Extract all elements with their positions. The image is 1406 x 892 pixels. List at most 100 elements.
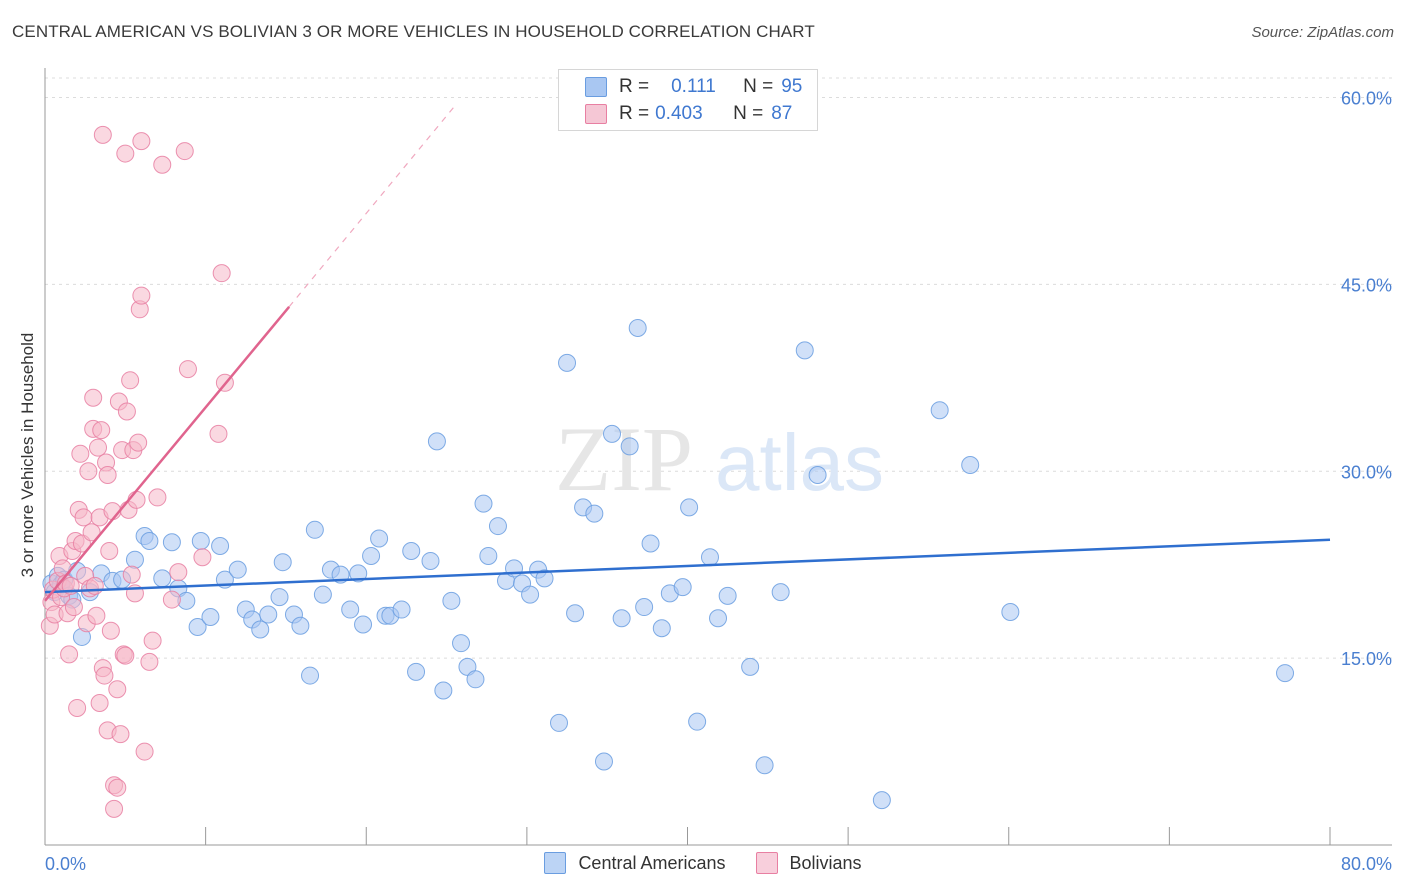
- point-central-american: [961, 456, 980, 475]
- point-bolivian: [143, 631, 162, 650]
- trend-layer: [44, 105, 1331, 602]
- y-tick-label: 60.0%: [1341, 89, 1392, 109]
- stats-legend: R = 0.111 N = 95 R = 0.403 N = 87: [558, 69, 818, 131]
- point-central-american: [628, 318, 647, 337]
- point-central-american: [688, 712, 707, 731]
- point-bolivian: [89, 438, 108, 457]
- point-central-american: [402, 541, 421, 560]
- point-central-american: [474, 494, 493, 513]
- point-central-american: [434, 681, 453, 700]
- point-central-american: [521, 585, 540, 604]
- point-central-american: [140, 532, 159, 551]
- point-bolivian: [87, 606, 106, 625]
- n-value: 87: [771, 103, 793, 124]
- point-central-american: [228, 560, 247, 579]
- point-bolivian: [64, 598, 83, 617]
- point-central-american: [872, 791, 891, 810]
- point-central-american: [755, 756, 774, 775]
- point-central-american: [566, 604, 585, 623]
- trendline-central-americans: [44, 538, 1331, 594]
- point-central-american: [594, 752, 613, 771]
- y-tick-label: 15.0%: [1341, 649, 1392, 669]
- point-bolivian: [169, 563, 188, 582]
- point-central-american: [362, 546, 381, 565]
- point-central-american: [392, 600, 411, 619]
- legend-label-bolivians: Bolivians: [789, 852, 862, 873]
- n-label: N =: [743, 76, 774, 97]
- point-central-american: [466, 670, 485, 689]
- point-central-american: [291, 616, 310, 635]
- point-central-american: [680, 498, 699, 517]
- r-label: R =: [619, 103, 650, 124]
- series-legend: Central Americans Bolivians: [0, 852, 1406, 874]
- trendline-bolivians-extension: [288, 105, 456, 308]
- legend-swatch-bolivians: [755, 852, 778, 874]
- point-central-american: [188, 617, 207, 636]
- r-value: 0.111: [671, 76, 716, 97]
- point-bolivian: [117, 402, 136, 421]
- point-central-american: [349, 564, 368, 583]
- legend-swatch-central-americans: [544, 852, 567, 874]
- point-central-american: [612, 609, 631, 628]
- point-bolivian: [153, 155, 172, 174]
- point-bolivian: [85, 576, 104, 595]
- point-bolivian: [140, 652, 159, 671]
- n-value: 95: [781, 76, 803, 97]
- point-central-american: [305, 520, 324, 539]
- point-bolivian: [148, 488, 167, 507]
- point-central-american: [153, 569, 172, 588]
- point-bolivian: [82, 523, 101, 542]
- stats-row-bolivians: R = 0.403 N = 87: [585, 102, 792, 126]
- point-bolivian: [193, 548, 212, 567]
- point-bolivian: [116, 646, 135, 665]
- point-bolivian: [53, 559, 72, 578]
- point-central-american: [452, 634, 471, 653]
- point-central-american: [442, 591, 461, 610]
- point-bolivian: [129, 433, 148, 452]
- point-bolivian: [74, 508, 93, 527]
- point-bolivian: [93, 125, 112, 144]
- point-bolivian: [116, 144, 135, 163]
- point-bolivian: [135, 742, 154, 761]
- point-bolivian: [90, 693, 109, 712]
- point-bolivian: [108, 778, 127, 797]
- point-central-american: [771, 583, 790, 602]
- point-central-american: [479, 546, 498, 565]
- point-bolivian: [108, 680, 127, 699]
- point-bolivian: [84, 388, 103, 407]
- point-central-american: [550, 713, 568, 732]
- point-bolivian: [101, 621, 120, 640]
- stats-row-central-americans: R = 0.111 N = 95: [585, 75, 802, 99]
- y-tick-label: 45.0%: [1341, 275, 1392, 295]
- point-central-american: [1276, 664, 1295, 683]
- point-central-american: [603, 424, 622, 443]
- point-bolivian: [212, 264, 231, 283]
- r-value: 0.403: [655, 103, 703, 124]
- point-bolivian: [71, 444, 90, 463]
- chart-title: CENTRAL AMERICAN VS BOLIVIAN 3 OR MORE V…: [12, 22, 815, 41]
- point-bolivian: [127, 490, 146, 509]
- watermark-atlas: atlas: [715, 418, 884, 507]
- point-central-american: [930, 401, 949, 420]
- x-tick-label-end: 80.0%: [1341, 854, 1392, 874]
- grid-layer: [45, 77, 1392, 659]
- point-central-american: [709, 609, 728, 628]
- point-central-american: [795, 341, 814, 360]
- point-bolivian: [178, 360, 197, 379]
- legend-item-bolivians[interactable]: Bolivians: [755, 852, 862, 874]
- point-central-american: [558, 353, 577, 372]
- point-central-american: [273, 553, 292, 572]
- r-label: R =: [619, 76, 650, 97]
- point-central-american: [211, 537, 230, 555]
- point-bolivian: [111, 725, 130, 744]
- point-bolivian: [175, 142, 194, 161]
- legend-item-central-americans[interactable]: Central Americans: [544, 852, 726, 874]
- tick-labels: 15.0% 30.0% 45.0% 60.0% 0.0% 80.0%: [45, 89, 1392, 875]
- point-central-american: [741, 657, 760, 676]
- point-bolivian: [121, 371, 140, 390]
- point-bolivian: [98, 465, 117, 484]
- y-tick-label: 30.0%: [1341, 462, 1392, 482]
- point-central-american: [341, 600, 360, 619]
- point-central-american: [251, 620, 270, 639]
